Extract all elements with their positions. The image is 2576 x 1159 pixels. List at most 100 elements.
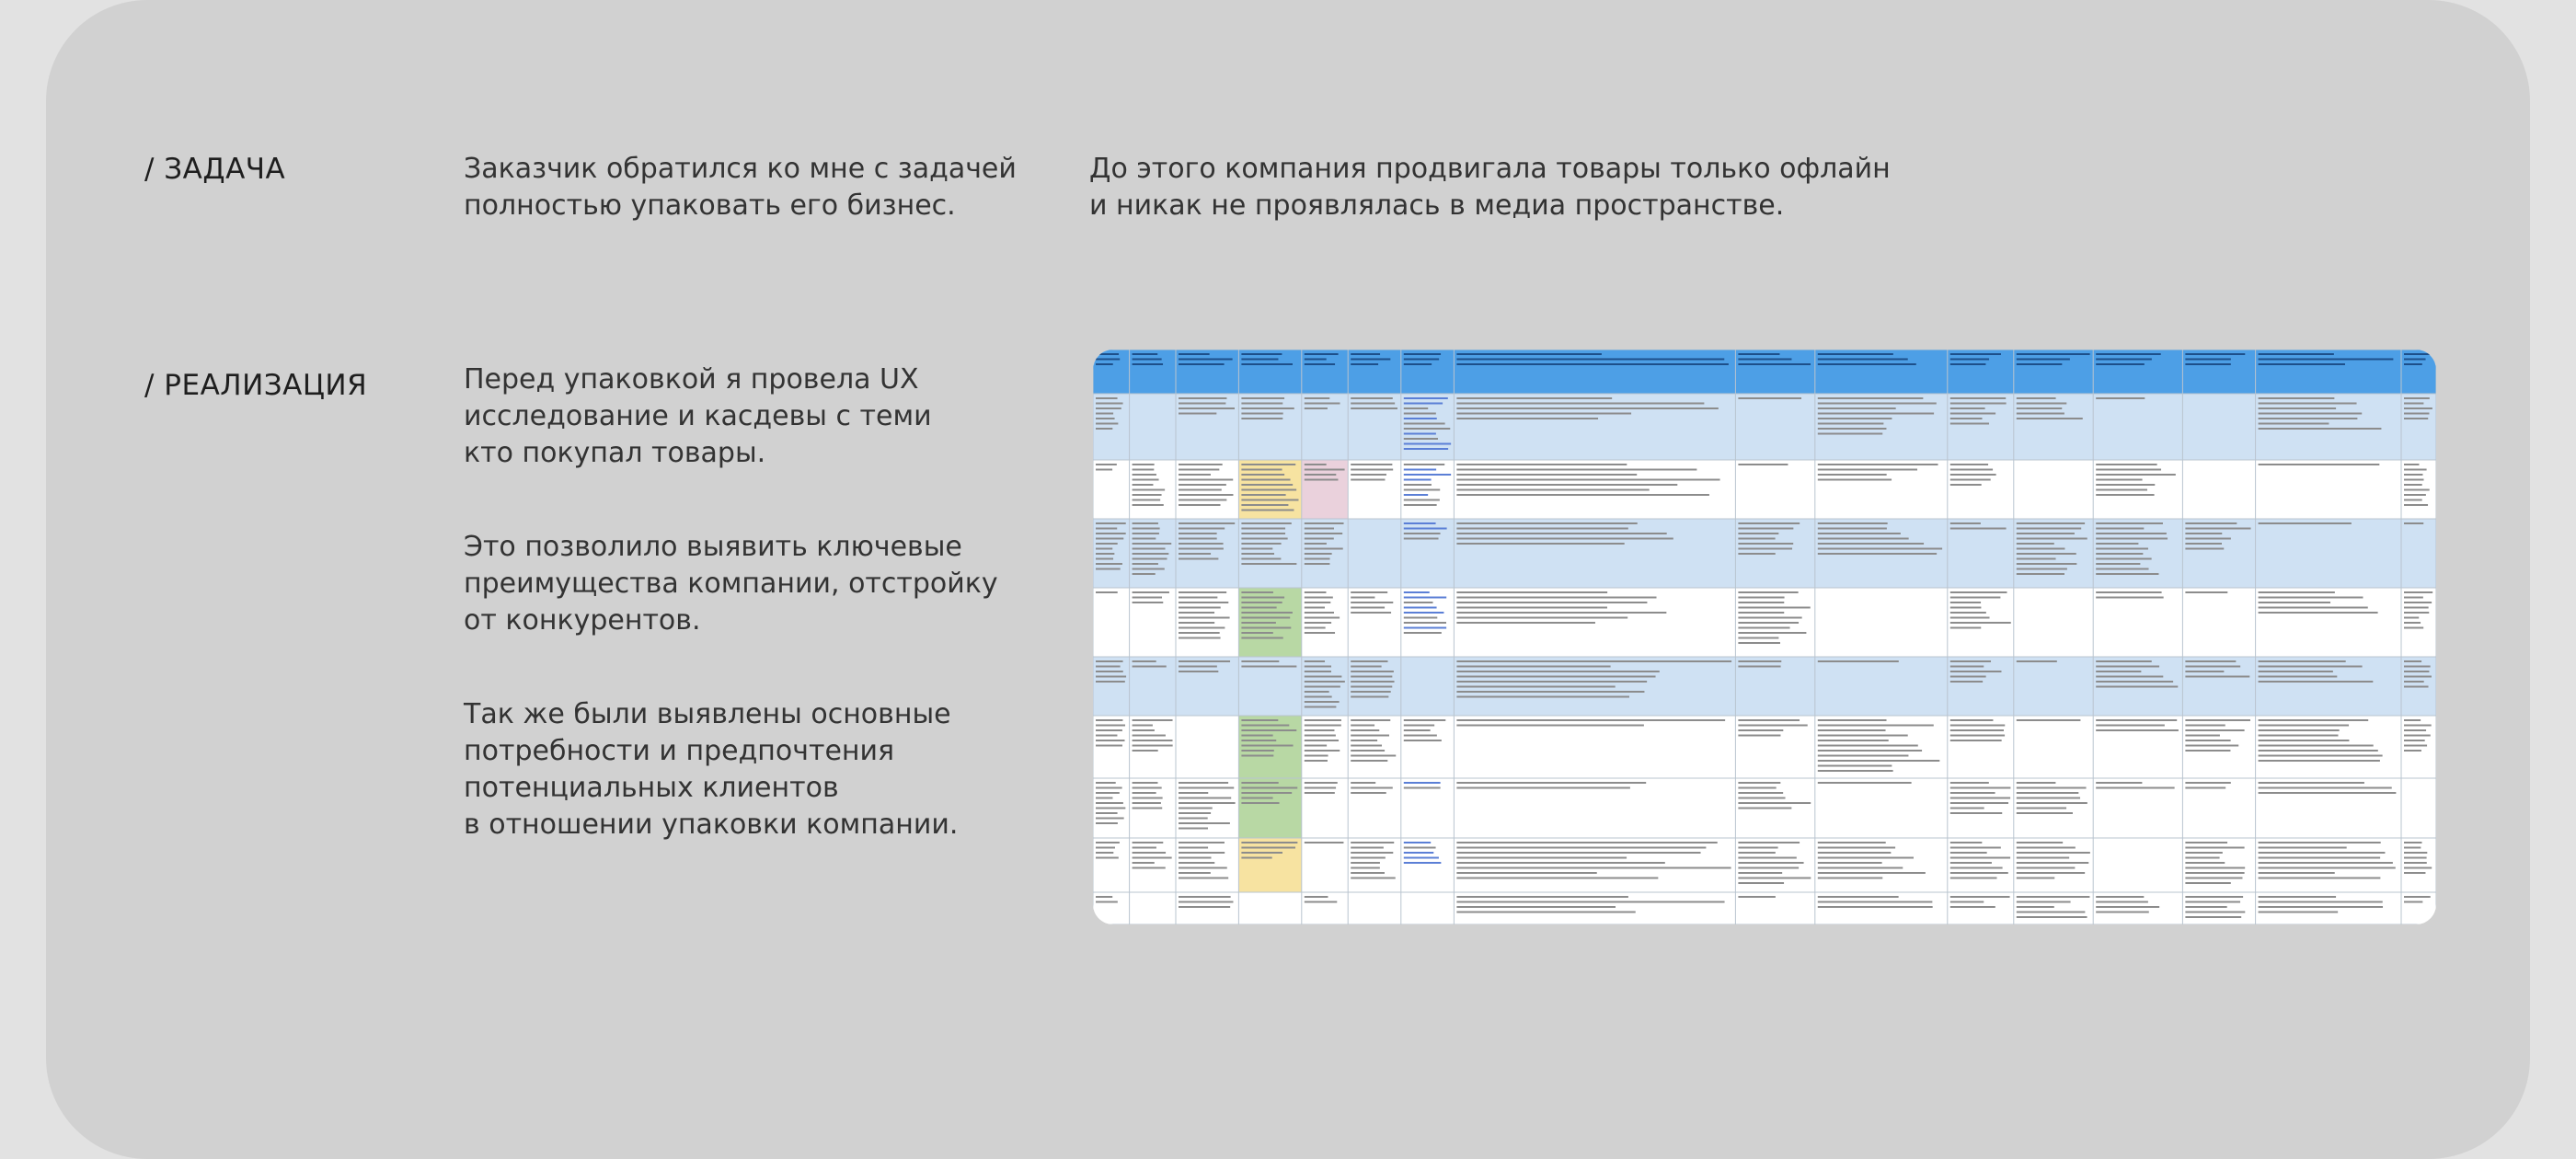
cell-text [1241,602,1282,603]
cell-text [1738,522,1800,524]
cell-text [2096,494,2155,496]
cell-text [1456,842,1718,843]
cell-text [1096,522,1126,524]
cell-text [1241,754,1274,757]
cell-text [1817,760,1940,762]
cell-text [1241,397,1285,399]
cell-text [2096,596,2164,599]
cell-text [2096,547,2148,550]
page: / ЗАДАЧА / РЕАЛИЗАЦИЯ Заказчик обратился… [46,0,2530,1159]
cell-text [1132,797,1163,799]
cell-text [2185,543,2222,545]
cell-text [1351,602,1394,603]
cell-text [2258,418,2358,419]
cell-text [2096,353,2161,355]
cell-text [1132,786,1162,789]
section-label: / РЕАЛИЗАЦИЯ [144,369,368,402]
cell-text [1738,353,1780,355]
cell-text [1949,474,1996,476]
cell-text [1179,817,1208,820]
cell-text [2404,397,2430,399]
cell-text [1132,504,1164,506]
cell-text [1179,906,1231,908]
cell-text [2404,407,2432,409]
cell-text [1738,553,1776,555]
cell-text [1241,418,1283,419]
cell-text [1817,862,1882,864]
cell-text [1456,616,1628,619]
cell-text [2096,906,2160,908]
cell-text [2258,906,2384,908]
cell-text [1403,616,1438,619]
cell-text [1304,626,1326,629]
cell-text [1096,782,1116,784]
cell-text [1304,706,1337,708]
cell-text [2016,916,2087,918]
cell-text [1456,681,1648,683]
cell-text [1304,606,1326,609]
cell-text [1096,817,1124,820]
cell-text [1456,685,1616,688]
cell-text [1738,602,1785,603]
cell-text [1241,509,1294,511]
cell-text [1456,665,1611,668]
cell-text [2404,744,2428,747]
cell-text [2404,596,2423,599]
cell-text [1241,478,1291,481]
cell-text [1456,596,1657,599]
cell-text [1132,557,1167,560]
cell-text [1456,719,1726,721]
cell-text [1351,407,1397,409]
cell-text [1738,622,1800,624]
cell-text [1817,468,1918,471]
cell-text [2404,852,2428,854]
cell-text [1241,553,1275,555]
cell-text [2185,675,2250,678]
cell-text [2258,422,2329,425]
cell-text [2185,547,2225,550]
cell-text [1241,637,1283,639]
cell-text [1179,877,1229,879]
cell-text [1456,872,1597,874]
cell-text [1132,537,1156,540]
cell-text [1179,632,1220,634]
cell-text [2016,547,2065,550]
cell-text [2404,681,2424,683]
cell-text [1179,484,1226,486]
cell-text [1241,729,1297,731]
cell-text [1403,626,1447,629]
cell-text [1132,488,1166,491]
cell-text [1403,856,1439,859]
cell-text [2404,671,2430,672]
cell-text [1738,547,1793,550]
cell-text [2016,412,2064,415]
cell-text [1403,504,1437,506]
cell-text [1096,407,1121,409]
cell-text [1304,729,1335,731]
cell-text [1132,543,1172,545]
cell-text [1096,665,1121,668]
cell-text [1738,872,1783,874]
cell-text [2185,866,2246,869]
cell-text [1351,740,1378,741]
cell-text [1949,422,1990,425]
cell-text [2258,428,2382,430]
cell-text [2258,724,2350,727]
cell-text [1179,488,1222,491]
cell-text [2016,353,2090,355]
cell-text [1817,750,1923,752]
cell-text [2404,622,2421,624]
cell-text [2185,740,2231,741]
cell-text [1738,632,1807,634]
cell-text [1304,786,1337,789]
cell-text [2258,363,2345,365]
cell-text [1949,591,2007,593]
cell-text [1241,499,1299,501]
cell-text [1949,896,2010,898]
cell-text [1456,896,1628,898]
cell-text [1949,468,1994,471]
cell-text [1132,852,1167,854]
cell-text [1132,468,1155,471]
cell-text [1817,906,1933,908]
paragraph: Заказчик обратился ко мне с задачей полно… [464,151,1017,224]
